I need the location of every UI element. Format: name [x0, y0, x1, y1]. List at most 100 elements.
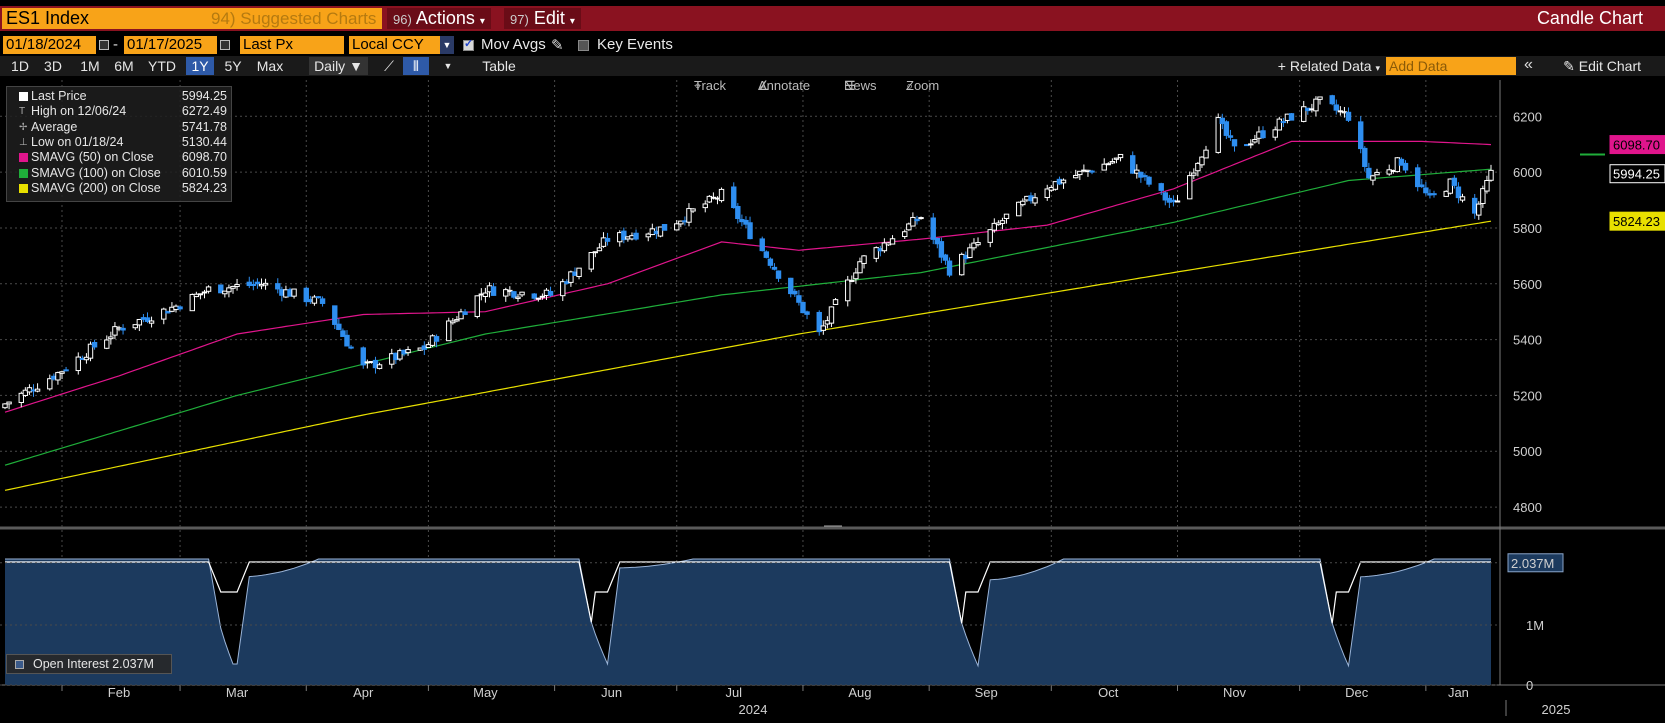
currency-select[interactable]: Local CCY [349, 36, 453, 54]
candle-body [971, 242, 977, 249]
candle-body [344, 334, 350, 347]
price-tick-label: 6000 [1513, 165, 1542, 180]
candle-body [759, 238, 765, 252]
chevron-down-icon[interactable]: ▼ [440, 36, 454, 54]
candle-body [1455, 186, 1462, 199]
start-date-input[interactable]: 01/18/2024 [3, 36, 96, 54]
candle-body [1415, 167, 1421, 188]
range-button-3d[interactable]: 3D [44, 58, 62, 74]
mov-avgs-checkbox[interactable] [463, 37, 474, 51]
candle-body [226, 287, 232, 293]
month-label: Mar [226, 685, 249, 700]
candle-body [1073, 174, 1079, 179]
candle-body [1260, 130, 1266, 139]
zoom-icon: ⌕ [906, 78, 914, 93]
candle-body [91, 341, 98, 348]
collapse-icon[interactable]: « [1524, 56, 1533, 73]
candle-body [511, 291, 517, 298]
candle-chart[interactable]: 4800 5000 5200 5400 5600 5800 6000 6200 Feb Mar Ap… [0, 76, 1665, 723]
candle-body [454, 319, 460, 322]
year-label: 2024 [739, 702, 768, 717]
chevron-down-icon: ▾ [479, 16, 485, 27]
candle-body [1187, 175, 1193, 200]
candle-body [474, 295, 480, 317]
edit-button[interactable]: 97) Edit ▾ [504, 8, 581, 29]
candle-body [959, 253, 965, 276]
candle-body [702, 203, 708, 209]
candle-body [1484, 180, 1490, 192]
candle-body [303, 287, 309, 303]
end-date-input[interactable]: 01/17/2025 [124, 36, 217, 54]
candle-body [918, 217, 924, 220]
security-field[interactable]: ES1 Index 94) Suggested Charts [2, 8, 382, 29]
zoom-label: Zoom [906, 78, 940, 93]
candle-body [763, 251, 770, 258]
edit-chart-button[interactable]: ✎ Edit Chart [1563, 57, 1641, 75]
candle-body [999, 220, 1006, 224]
candle-body [47, 378, 53, 390]
candle-body [1105, 163, 1112, 166]
candle-body [1288, 113, 1295, 121]
month-label: Apr [353, 685, 374, 700]
candle-body [1219, 117, 1225, 124]
candle-body [1451, 177, 1458, 186]
period-select[interactable]: Daily ▼ [309, 57, 368, 75]
calendar-icon[interactable] [220, 40, 230, 50]
candle-body [560, 281, 566, 297]
field-select[interactable]: Last Px [240, 36, 344, 54]
candle-body [828, 306, 835, 324]
candle-body [372, 359, 379, 369]
legend-row: SMAVG (200) on Close 5824.23 [11, 181, 229, 196]
news-label: News [844, 78, 877, 93]
oi-tick-label: 1M [1526, 618, 1544, 633]
security-label: ES1 Index [6, 8, 90, 28]
range-button-6m[interactable]: 6M [114, 58, 134, 74]
range-button-1y[interactable]: 1Y [186, 57, 214, 75]
candle-body [1358, 121, 1364, 150]
range-button-max[interactable]: Max [256, 58, 284, 74]
candle-body [1003, 213, 1010, 220]
candle-body [1280, 121, 1287, 124]
range-toolbar: 1D 3D 1M 6M YTD 1Y 5Y Max Daily ▼ ⟋ ⫴ ▼ Table +… [0, 56, 1665, 76]
candle-body [161, 308, 167, 320]
key-events-checkbox[interactable] [578, 40, 589, 51]
suggested-charts-button[interactable]: 94) Suggested Charts [211, 9, 377, 28]
actions-button[interactable]: 96) Actions ▾ [387, 8, 491, 29]
range-button-ytd[interactable]: YTD [148, 58, 176, 74]
candle-body [315, 296, 322, 299]
range-button-5y[interactable]: 5Y [224, 58, 242, 74]
chevron-down-icon[interactable]: ▼ [443, 61, 453, 71]
price-pane [0, 80, 1665, 528]
range-button-1m[interactable]: 1M [80, 58, 100, 74]
candle-body [816, 311, 822, 333]
candle-body [1370, 175, 1376, 181]
month-label: Jan [1448, 685, 1469, 700]
candle-body [1272, 129, 1278, 138]
month-label: May [473, 685, 498, 700]
oi-last-badge [1507, 553, 1564, 573]
crosshair-icon: ⌖ [694, 78, 702, 93]
legend-row: T High on 12/06/24 6272.49 [11, 104, 229, 119]
candle-body [592, 251, 599, 254]
line-chart-icon[interactable]: ⟋ [384, 58, 394, 74]
year-label: 2025 [1542, 702, 1571, 717]
candle-body [930, 217, 936, 240]
open-interest-legend: Open Interest 2.037M [6, 654, 172, 674]
candle-body [348, 346, 354, 349]
last-value-label: 5824.23 [1613, 214, 1660, 229]
legend-value: 6010.59 [181, 165, 227, 180]
candle-body [600, 237, 607, 247]
range-button-1d[interactable]: 1D [11, 58, 29, 74]
candle-body [108, 336, 114, 340]
calendar-icon[interactable] [99, 40, 109, 50]
candle-chart-icon[interactable]: ⫴ [403, 57, 429, 75]
related-data-button[interactable]: + Related Data ▾ [1278, 57, 1380, 77]
candle-body [804, 311, 810, 315]
candle-body [686, 208, 692, 223]
actions-number: 96) [393, 12, 412, 27]
candle-body [148, 320, 155, 324]
add-data-input[interactable]: Add Data [1386, 57, 1516, 75]
table-button[interactable]: Table [482, 58, 516, 74]
candle-body [1431, 193, 1437, 196]
pencil-icon[interactable]: ✎ [551, 37, 564, 54]
